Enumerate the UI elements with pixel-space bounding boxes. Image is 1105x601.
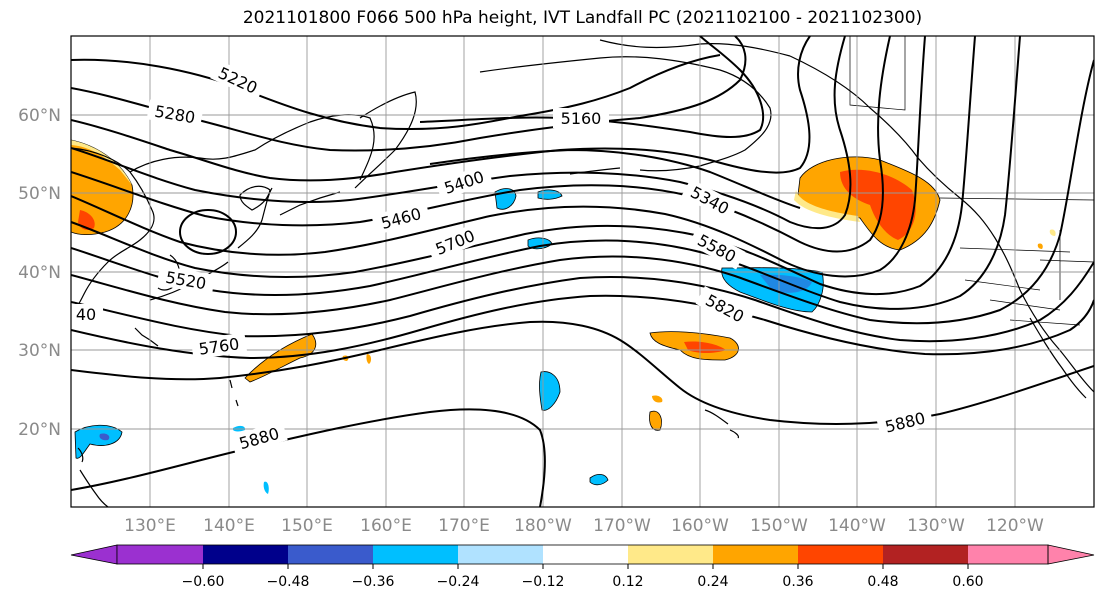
coast-alaska bbox=[479, 56, 772, 167]
map-title: 2021101800 F066 500 hPa height, IVT Land… bbox=[242, 8, 923, 28]
lon-label: 130°W bbox=[907, 516, 965, 536]
shade-positive-asia-edge bbox=[71, 140, 132, 185]
lat-label: 30°N bbox=[18, 341, 61, 361]
coast-taiwan bbox=[77, 447, 84, 463]
shade-positive-east-2 bbox=[1037, 243, 1043, 249]
contour-5400 bbox=[71, 36, 852, 230]
colorbar-segment bbox=[203, 545, 288, 564]
shade-negative-20n-core bbox=[99, 433, 110, 441]
colorbar-tick: −0.48 bbox=[267, 574, 310, 590]
contour-5820 bbox=[71, 294, 1094, 360]
colorbar-segment bbox=[798, 545, 883, 564]
colorbar-segment bbox=[288, 545, 373, 564]
colorbar-tick: 0.60 bbox=[952, 574, 983, 590]
contour-label: 40 bbox=[76, 305, 96, 324]
longitude-labels: 130°E 140°E 150°E 160°E 170°E 180°W 170°… bbox=[124, 516, 1044, 536]
shade-positive-22n-1 bbox=[649, 410, 662, 431]
shade-positive-east-1 bbox=[1049, 229, 1056, 236]
contour-5160 bbox=[419, 36, 765, 138]
shade-high-asia bbox=[78, 210, 95, 230]
map-frame bbox=[70, 35, 1095, 508]
lat-label: 40°N bbox=[18, 263, 61, 283]
shade-negative-small-3 bbox=[263, 481, 269, 494]
shade-negative-20n-west bbox=[74, 424, 123, 459]
contour-label: 5160 bbox=[561, 109, 602, 128]
colorbar-segment bbox=[628, 545, 713, 564]
lat-label: 60°N bbox=[18, 106, 61, 126]
contour-5460 bbox=[71, 36, 891, 253]
contour-5760 bbox=[71, 261, 1094, 343]
shade-small-pos-2 bbox=[366, 354, 372, 364]
contour-5700 bbox=[71, 59, 1094, 325]
coast-baja bbox=[1029, 317, 1087, 399]
contour-5640 bbox=[71, 36, 1021, 310]
colorbar-extend-max bbox=[1047, 544, 1095, 565]
colorbar-segment bbox=[968, 545, 1048, 564]
lon-label: 160°E bbox=[360, 516, 412, 536]
colorbar-tick: −0.36 bbox=[352, 574, 395, 590]
contour-5220 bbox=[71, 54, 721, 131]
map-background bbox=[71, 36, 1094, 507]
colorbar-tick: −0.12 bbox=[522, 574, 565, 590]
colorbar-tick: 0.24 bbox=[697, 574, 728, 590]
shade-negative-180-25n bbox=[539, 371, 561, 411]
lon-label: 140°W bbox=[828, 516, 886, 536]
coast-bonin bbox=[229, 379, 239, 407]
lon-label: 180°W bbox=[514, 516, 572, 536]
lat-label: 50°N bbox=[18, 184, 61, 204]
lon-label: 170°W bbox=[593, 516, 651, 536]
lon-label: 170°E bbox=[438, 516, 490, 536]
lon-label: 140°E bbox=[203, 516, 255, 536]
lat-label: 20°N bbox=[18, 420, 61, 440]
contour-5880-loop bbox=[71, 408, 546, 507]
coast-hokkaido bbox=[239, 185, 271, 211]
colorbar-tick: −0.24 bbox=[437, 574, 480, 590]
lon-label: 130°E bbox=[124, 516, 176, 536]
shade-positive-22n-2 bbox=[652, 395, 663, 403]
coast-ryukyu bbox=[134, 327, 159, 347]
colorbar-segment bbox=[458, 545, 543, 564]
colorbar-tick: −0.60 bbox=[182, 574, 225, 590]
lon-label: 150°W bbox=[750, 516, 808, 536]
colorbar-tick: 0.36 bbox=[782, 574, 813, 590]
coast-west-na bbox=[789, 55, 1094, 393]
lon-label: 150°E bbox=[281, 516, 333, 536]
colorbar-tick: 0.48 bbox=[867, 574, 898, 590]
contour-5520 bbox=[71, 36, 926, 278]
contour-closed-low bbox=[179, 209, 237, 255]
lon-label: 120°W bbox=[986, 516, 1044, 536]
contour-5340 bbox=[429, 148, 801, 209]
colorbar-segment bbox=[373, 545, 458, 564]
latitude-labels: 60°N 50°N 40°N 30°N 20°N bbox=[18, 106, 61, 440]
contour-5580 bbox=[71, 36, 976, 296]
shade-low-goa bbox=[794, 190, 860, 222]
colorbar: −0.60 −0.48 −0.36 −0.24 −0.12 0.12 0.24 … bbox=[70, 544, 1095, 590]
coast-kamchatka bbox=[354, 91, 417, 189]
coast-hawaii bbox=[704, 409, 740, 439]
shade-high-goa bbox=[840, 169, 916, 240]
colorbar-extend-min bbox=[70, 544, 118, 565]
colorbar-tick: 0.12 bbox=[612, 574, 643, 590]
colorbar-segment bbox=[543, 545, 628, 564]
colorbar-segment bbox=[883, 545, 968, 564]
coast-philippines bbox=[79, 469, 109, 507]
lon-label: 160°W bbox=[671, 516, 729, 536]
coast-east-asia bbox=[71, 147, 155, 313]
colorbar-segment bbox=[713, 545, 798, 564]
shade-negative-blob-2 bbox=[537, 189, 563, 200]
colorbar-segment bbox=[117, 545, 203, 564]
shade-negative-small-1 bbox=[589, 474, 609, 486]
